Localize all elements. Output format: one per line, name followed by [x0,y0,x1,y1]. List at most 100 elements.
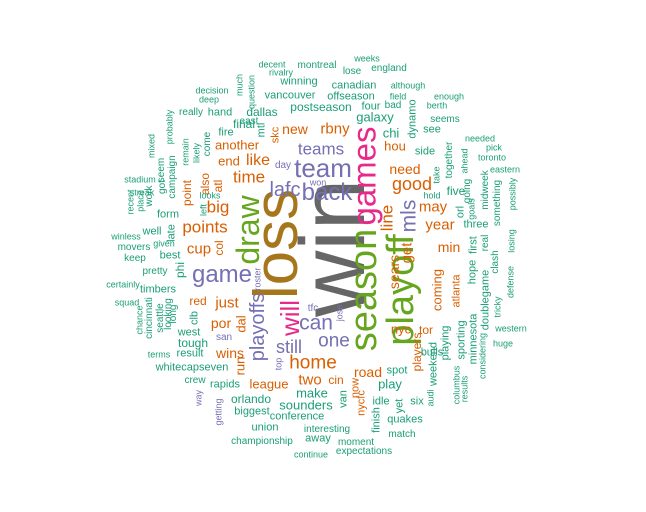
word-rapids: rapids [210,378,240,391]
word-league: league [249,376,289,392]
word-finish: finish [370,407,383,433]
word-tricky: tricky [492,296,503,318]
word-montreal: montreal [297,60,337,71]
word-streak: streak [129,187,155,198]
word-together: together [444,141,455,179]
word-need: need [389,161,421,177]
word-stadium: stadium [124,174,156,185]
word-season: season [343,228,385,352]
word-dynamo: dynamo [406,99,419,139]
word-big: big [206,197,230,217]
word-huge: huge [492,338,514,349]
word-well: well [142,225,162,238]
word-much: much [234,73,245,97]
word-seem: seem [156,157,167,183]
word-roster: roster [252,267,263,291]
word-come: come [202,131,213,157]
word-looks: looks [199,190,221,201]
word-van: van [337,390,350,408]
word-eastern: eastern [489,164,521,175]
word-interesting: interesting [303,424,351,435]
word-spot: spot [386,364,408,377]
word-western: western [495,323,527,334]
word-home: home [289,352,337,374]
word-away: away [305,432,331,445]
word-lose: lose [342,66,362,77]
word-point: point [180,179,194,207]
word-needed: needed [464,133,496,144]
word-nyc: nyc [390,321,412,337]
word-sporting: sporting [455,320,468,360]
word-dallas: dallas [246,105,278,119]
word-time: time [232,167,266,187]
word-winning: winning [280,75,318,88]
word-tor: tor [418,323,434,337]
word-ahead: ahead [459,148,470,174]
word-bulls: bulls [420,346,444,359]
word-run: run [232,356,248,376]
word-west: west [177,326,201,339]
word-given: given [153,238,175,249]
word-form: form [157,208,179,221]
word-play: play [378,376,402,392]
word-idle: idle [372,395,390,408]
word-terms: terms [147,349,171,360]
word-phi: phi [173,261,187,279]
word-whitecapseven: whitecapseven [155,361,229,374]
word-mtl: mtl [255,122,268,138]
word-now: now [349,377,362,399]
word-although: although [390,80,426,91]
word-doublegame: doublegame [479,269,492,331]
word-toronto: toronto [477,152,507,163]
word-make: make [296,385,328,401]
word-side: side [414,145,436,158]
word-results: results [459,375,470,403]
word-five: five [446,184,466,198]
word-getting: getting [213,398,224,426]
word-continue: continue [293,449,329,460]
word-something: something [492,179,503,227]
word-union: union [251,421,279,434]
word-jose: jose [334,304,345,322]
word-team: team [294,153,352,183]
word-pretty: pretty [142,266,168,277]
word-may: may [418,198,448,216]
word-hou: hou [384,138,406,154]
word-rivalry: rivalry [269,67,293,78]
word-chance: chance [134,305,145,335]
word-left: left [198,203,209,217]
word-one: one [318,330,350,352]
word-orlando: orlando [230,392,272,406]
word-postseason: postseason [290,100,352,114]
word-another: another [214,137,260,153]
word-take: take [431,166,442,184]
word-championship: championship [231,436,293,447]
word-still: still [276,337,302,357]
word-really: really [179,107,203,118]
word-way: way [193,389,204,407]
word-vancouver: vancouver [264,89,316,102]
word-galaxy: galaxy [356,109,394,125]
word-match: match [388,429,416,440]
word-two: two [298,371,322,389]
word-rbny: rbny [320,120,350,138]
word-moment: moment [337,437,375,448]
word-final: final [232,117,256,131]
word-question: question [246,74,257,110]
word-tfc: tfc [307,303,319,314]
word-dal: dal [233,315,249,333]
word-good: good [391,174,433,194]
word-seems: seems [430,114,460,125]
word-offseason: offseason [327,90,375,103]
word-skc: skc [269,126,282,144]
word-pick: pick [485,142,503,153]
word-atlanta: atlanta [450,274,463,308]
word-orl: orl [454,205,467,219]
word-england: england [371,63,407,74]
word-col: col [212,240,226,256]
word-bad: bad [384,100,402,111]
word-fire: fire [218,126,234,139]
word-audi: audi [425,389,436,407]
word-real: real [480,234,491,252]
word-hold: hold [423,190,441,201]
